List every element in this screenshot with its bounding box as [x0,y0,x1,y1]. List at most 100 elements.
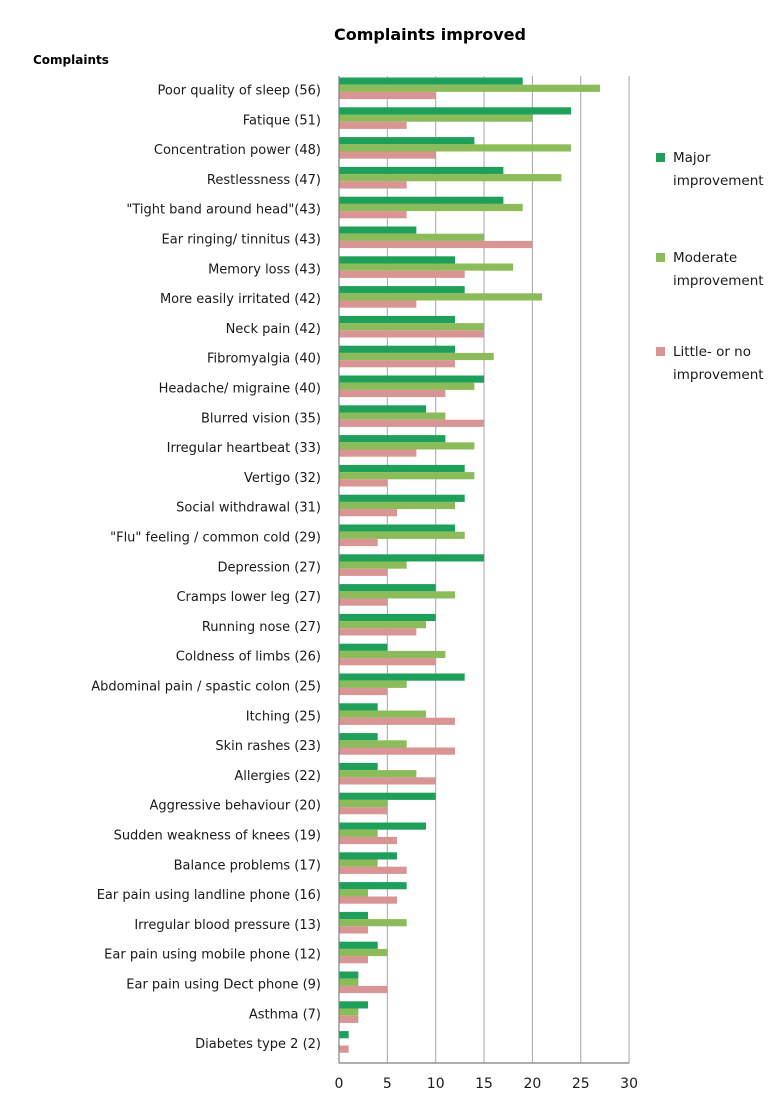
category-label: Cramps lower leg (27) [176,590,321,605]
bar [339,509,398,517]
category-label: Diabetes type 2 (2) [195,1037,321,1052]
category-label: Skin rashes (23) [215,739,321,754]
bar [339,882,407,890]
bar [339,375,485,383]
bar [339,345,456,353]
legend-label-line: Little- or no [673,344,751,360]
bar [339,77,523,85]
bar [339,263,514,271]
bar [339,926,369,934]
bar [339,107,572,115]
bar [339,196,504,204]
category-label: Irregular heartbeat (33) [167,441,321,456]
bar [339,866,407,874]
x-tick-labels: 0 5 10 15 20 25 30 [335,1076,638,1092]
bar [339,985,388,994]
category-label: Neck pain (42) [226,322,321,337]
bar [339,360,456,368]
bar [339,911,369,920]
legend-label-line: improvement [673,173,764,189]
bar [339,822,427,830]
category-label: Poor quality of sleep (56) [158,84,321,99]
bar [339,382,475,390]
bar [339,121,407,129]
bar [339,151,436,159]
bar [339,852,398,860]
category-label: "Flu" feeling / common cold (29) [110,531,321,546]
bar [339,286,465,294]
bar [339,352,494,361]
bar [339,91,436,100]
legend-label: Major improvement [673,150,764,189]
legend-label-line: Major [673,150,711,166]
bar [339,330,485,338]
bar [339,792,436,800]
bar [339,293,543,301]
category-label: Irregular blood pressure (13) [134,918,321,933]
bar [339,389,446,398]
chart-title: Complaints improved [334,25,526,44]
x-tick-label: 5 [383,1076,392,1092]
category-label: Fibromyalgia (40) [207,352,321,367]
bar [339,650,446,659]
category-label: "Tight band around head"(43) [126,203,321,218]
category-label: Sudden weakness of knees (19) [114,829,321,844]
legend: Major improvement Moderate improvement Littl… [656,150,764,383]
category-label: More easily irritated (42) [160,292,321,307]
bar [339,472,475,480]
bar [339,524,456,532]
legend-swatch [656,153,665,162]
bar [339,494,465,502]
category-label: Ear pain using landline phone (16) [97,888,321,903]
bar [339,978,359,986]
category-label: Social withdrawal (31) [176,501,321,516]
bar [339,591,456,599]
category-label: Memory loss (43) [208,262,321,277]
bar [339,479,388,487]
bar [339,203,523,212]
bar [339,315,456,324]
bar [339,449,417,457]
bar [339,226,417,234]
bar [339,568,388,576]
bar [339,144,572,152]
bar [339,442,475,450]
legend-label-line: improvement [673,367,764,383]
axes [338,76,630,1064]
category-label: Headache/ migraine (40) [159,382,321,397]
category-label: Balance problems (17) [174,858,321,873]
x-tick-label: 10 [427,1076,445,1092]
bar [339,703,378,711]
x-tick-label: 20 [523,1076,541,1092]
category-label: Depression (27) [218,560,322,575]
bar [339,412,446,420]
bar [339,941,378,949]
category-label: Restlessness (47) [207,173,321,188]
bar [339,435,446,443]
legend-swatch [656,347,665,356]
legend-swatch [656,253,665,262]
bar [339,829,378,837]
category-label: Concentration power (48) [154,143,321,158]
category-label: Ear pain using Dect phone (9) [126,978,321,993]
bar [339,240,533,249]
bar [339,777,436,785]
bar [339,628,417,636]
bar [339,598,388,606]
category-label: Itching (25) [246,709,321,724]
category-label: Coldness of limbs (26) [176,650,321,665]
bar [339,889,369,897]
bar [339,419,485,427]
bar [339,859,378,867]
bar [339,680,407,688]
bar [339,710,427,718]
bar [339,971,359,979]
category-label: Aggressive behaviour (20) [149,799,321,814]
bar [339,1008,359,1016]
category-label: Vertigo (32) [244,471,321,486]
x-tick-label: 0 [335,1076,344,1092]
bar [339,1015,359,1023]
legend-label: Moderate improvement [673,250,764,289]
category-label: Ear ringing/ tinnitus (43) [162,233,321,248]
